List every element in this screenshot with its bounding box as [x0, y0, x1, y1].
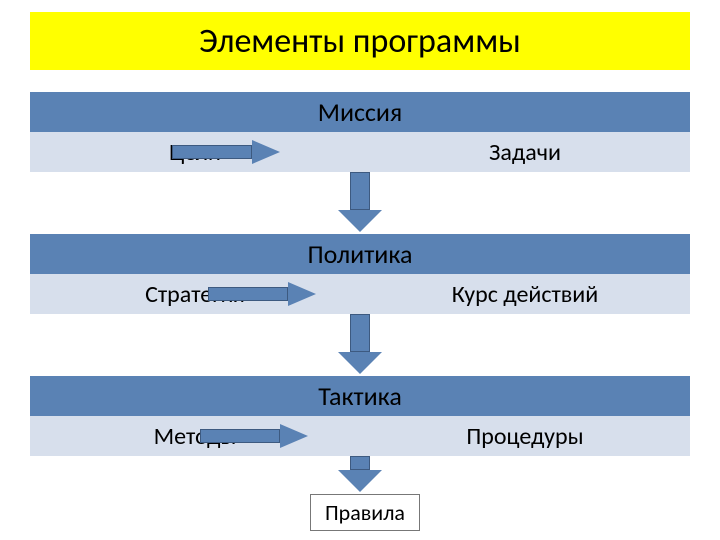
level-header: Тактика: [30, 376, 690, 416]
level-header-text: Политика: [308, 238, 413, 270]
arrow-right-icon: [172, 140, 282, 164]
arrow-right-icon: [200, 424, 310, 448]
level-tactics: Тактика Методы Процедуры: [30, 376, 690, 456]
level-policy: Политика Стратегия Курс действий: [30, 234, 690, 314]
level-header: Миссия: [30, 92, 690, 132]
final-label: Правила: [325, 499, 405, 526]
level-header: Политика: [30, 234, 690, 274]
level-mission: Миссия Цели Задачи: [30, 92, 690, 172]
page-title: Элементы программы: [30, 12, 690, 70]
level-left: Методы: [30, 422, 360, 451]
level-right: Задачи: [360, 138, 690, 167]
level-header-text: Миссия: [318, 96, 403, 128]
arrow-right-icon: [208, 282, 318, 306]
title-text: Элементы программы: [199, 21, 521, 62]
final-box: Правила: [310, 494, 420, 531]
level-row: Стратегия Курс действий: [30, 274, 690, 314]
level-right: Курс действий: [360, 280, 690, 309]
level-header-text: Тактика: [318, 380, 402, 412]
level-row: Методы Процедуры: [30, 416, 690, 456]
level-right: Процедуры: [360, 422, 690, 451]
level-row: Цели Задачи: [30, 132, 690, 172]
